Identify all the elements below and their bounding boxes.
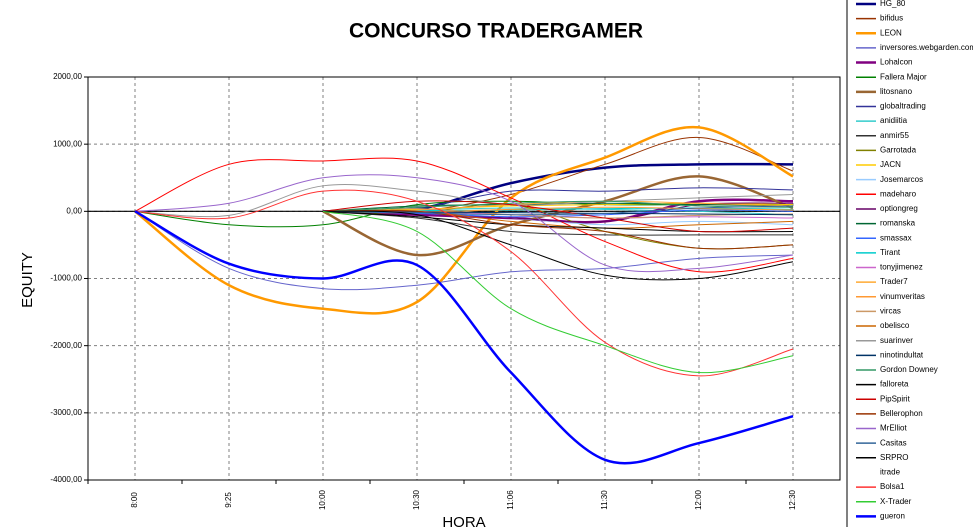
x-axis-label: HORA bbox=[442, 514, 485, 527]
legend-label: Casitas bbox=[880, 438, 907, 447]
x-tick-label: 11:30 bbox=[600, 490, 609, 510]
legend-label: LEON bbox=[880, 28, 902, 37]
legend-label: PipSpirit bbox=[880, 394, 911, 403]
y-tick-label: -2000,00 bbox=[50, 341, 82, 350]
series-line bbox=[322, 209, 794, 250]
legend-label: romanska bbox=[880, 219, 916, 228]
legend-label: Tirant bbox=[880, 248, 901, 257]
legend-label: vircas bbox=[880, 307, 901, 316]
y-axis-label: EQUITY bbox=[19, 252, 36, 308]
legend-label: bifidus bbox=[880, 14, 903, 23]
legend-label: Bolsa1 bbox=[880, 482, 905, 491]
series-line bbox=[322, 210, 794, 374]
y-tick-label: -4000,00 bbox=[50, 475, 82, 484]
x-tick-label: 10:00 bbox=[318, 489, 327, 510]
legend-label: anidiitia bbox=[880, 116, 908, 125]
legend-label: ninotindultat bbox=[880, 350, 924, 359]
y-tick-label: -3000,00 bbox=[50, 408, 82, 417]
legend-label: HG_80 bbox=[880, 0, 906, 8]
legend-label: SRPRO bbox=[880, 453, 908, 462]
series-line bbox=[322, 210, 794, 216]
legend-label: anmir55 bbox=[880, 131, 909, 140]
y-tick-label: 2000,00 bbox=[53, 72, 82, 81]
x-tick-label: 12:30 bbox=[788, 489, 797, 510]
legend-label: falloreta bbox=[880, 380, 909, 389]
plot-border bbox=[87, 76, 841, 481]
y-tick-label: 1000,00 bbox=[53, 139, 82, 148]
legend-label: Josemarcos bbox=[880, 175, 923, 184]
y-tick-label: -1000,00 bbox=[50, 274, 82, 283]
legend-label: suarinver bbox=[880, 336, 913, 345]
x-tick-label: 11:06 bbox=[506, 490, 515, 510]
legend-label: Lohalcon bbox=[880, 58, 912, 67]
series-line bbox=[134, 210, 794, 291]
legend-label: Bellerophon bbox=[880, 409, 923, 418]
legend-label: MrElliot bbox=[880, 424, 907, 433]
legend-label: tonyjimenez bbox=[880, 263, 923, 272]
legend-label: Gordon Downey bbox=[880, 365, 938, 374]
legend-label: Fallera Major bbox=[880, 72, 927, 81]
series-line bbox=[134, 125, 794, 315]
series-line bbox=[322, 205, 794, 216]
legend-label: JACN bbox=[880, 160, 901, 169]
series-line bbox=[322, 200, 794, 233]
legend-label: smassax bbox=[880, 233, 912, 242]
series-line bbox=[322, 175, 794, 257]
series-line bbox=[134, 210, 794, 465]
legend-label: X-Trader bbox=[880, 497, 912, 506]
legend-label: litosnano bbox=[880, 87, 913, 96]
legend-label: Garrotada bbox=[880, 145, 917, 154]
y-tick-label: 0,00 bbox=[66, 206, 82, 215]
series-line bbox=[134, 189, 794, 377]
chart-title: CONCURSO TRADERGAMER bbox=[349, 20, 643, 43]
legend-label: inversores.webgarden.com bbox=[880, 43, 973, 52]
x-tick-label: 9:25 bbox=[224, 492, 233, 508]
legend-label: gueron bbox=[880, 511, 905, 520]
series-line bbox=[322, 200, 794, 212]
legend-label: madeharo bbox=[880, 189, 917, 198]
legend-label: itrade bbox=[880, 468, 901, 477]
series-line bbox=[322, 200, 794, 212]
legend-label: vinumveritas bbox=[880, 292, 925, 301]
x-tick-label: 12:00 bbox=[694, 489, 703, 510]
legend-label: obelisco bbox=[880, 321, 910, 330]
legend-label: globaltrading bbox=[880, 102, 926, 111]
x-tick-label: 8:00 bbox=[130, 492, 139, 508]
series-line bbox=[322, 210, 794, 281]
series-line bbox=[134, 184, 794, 218]
x-tick-label: 10:30 bbox=[412, 489, 421, 510]
series-line bbox=[134, 174, 794, 273]
legend-label: optiongreg bbox=[880, 204, 918, 213]
legend-label: Trader7 bbox=[880, 277, 908, 286]
series-line bbox=[322, 208, 794, 219]
